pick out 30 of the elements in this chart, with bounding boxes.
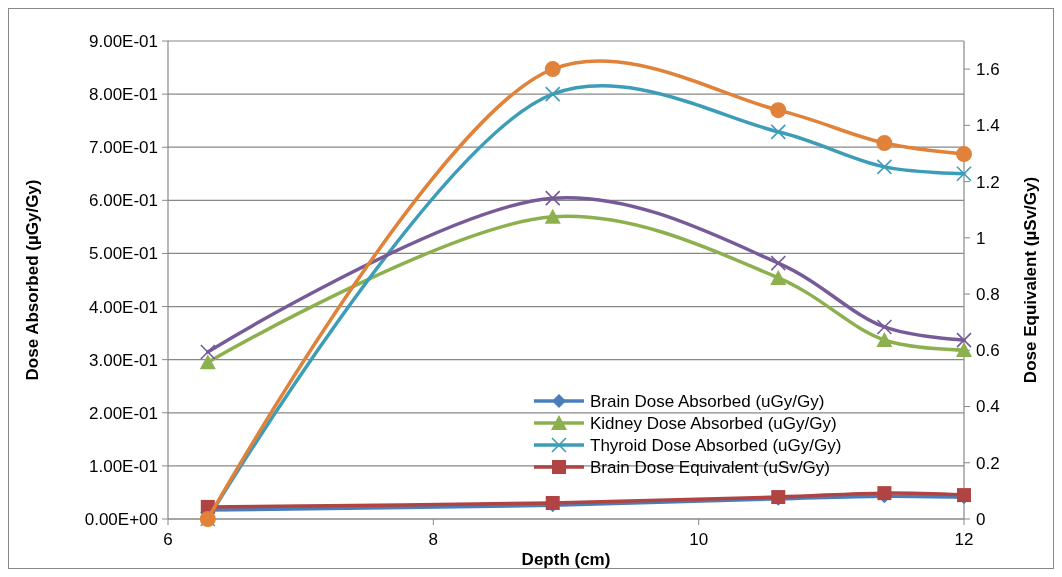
legend-label: Kidney Dose Absorbed (uGy/Gy)	[590, 413, 837, 433]
legend-label: Brain Dose Equivalent (uSv/Gy)	[590, 457, 830, 477]
x-tick-label: 10	[689, 530, 709, 549]
y-tick-label: 3.00E-01	[89, 350, 158, 370]
y-axis-title: Dose Absorbed (µGy/Gy)	[23, 179, 42, 381]
y-tick-label: 6.00E-01	[89, 191, 158, 211]
y2-tick-label: 0.8	[976, 285, 1000, 305]
y2-tick-label: 1.6	[976, 60, 1000, 80]
y-tick-label: 8.00E-01	[89, 85, 158, 105]
x-tick-label: 8	[428, 530, 439, 549]
y2-tick-label: 0.2	[976, 453, 1000, 473]
y2-tick-label: 0	[976, 509, 986, 529]
y-tick-label: 0.00E+00	[84, 509, 158, 529]
y-tick-label: 7.00E-01	[89, 138, 158, 158]
y2-tick-label: 0.6	[976, 341, 1000, 361]
x-tick-label: 6	[163, 530, 173, 549]
legend-label: Brain Dose Absorbed (uGy/Gy)	[590, 391, 825, 411]
y-tick-label: 5.00E-01	[89, 244, 158, 264]
y2-tick-label: 1.2	[976, 172, 1000, 192]
y2-tick-label: 0.4	[976, 397, 1000, 417]
x-axis-title: Depth (cm)	[521, 550, 611, 569]
legend-label: Thyroid Dose Absorbed (uGy/Gy)	[590, 435, 842, 455]
y-tick-label: 9.00E-01	[89, 31, 158, 51]
y2-tick-label: 1.4	[976, 116, 1000, 136]
y-tick-label: 4.00E-01	[89, 297, 158, 317]
y2-axis-title: Dose Equivalent (µSv/Gy)	[1021, 176, 1040, 384]
y-tick-label: 2.00E-01	[89, 403, 158, 423]
y2-tick-label: 1	[976, 228, 986, 248]
y-tick-label: 1.00E-01	[89, 456, 158, 476]
x-tick-label: 12	[954, 530, 974, 549]
